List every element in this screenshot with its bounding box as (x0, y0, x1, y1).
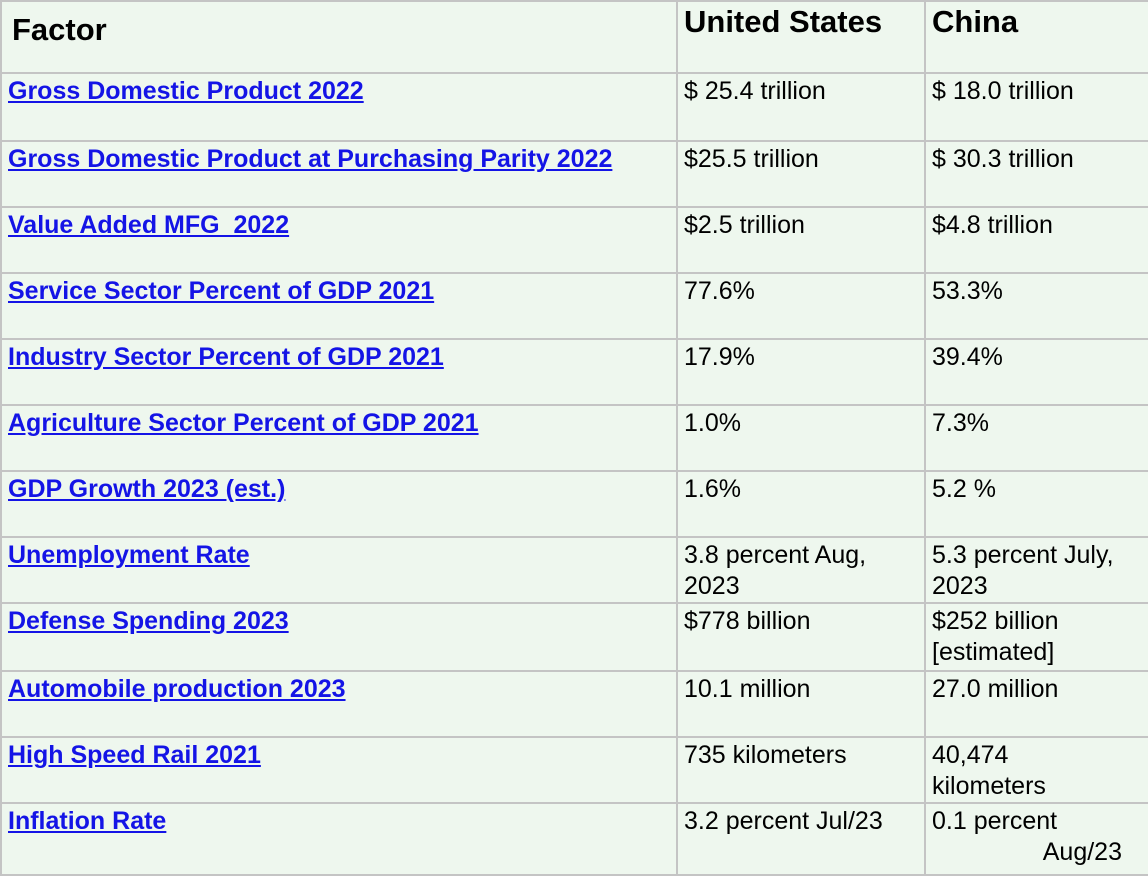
china-value: 53.3% (932, 277, 1003, 305)
us-cell: 17.9% (676, 338, 926, 406)
china-value-line2: [estimated] (932, 638, 1055, 666)
header-row: Factor United States China (0, 0, 1148, 74)
china-value: $ 30.3 trillion (932, 145, 1074, 173)
factor-cell: Inflation Rate (0, 802, 678, 876)
table-row: Gross Domestic Product 2022 $ 25.4 trill… (0, 72, 1148, 142)
us-cell: 3.8 percent Aug, 2023 (676, 536, 926, 604)
table-row: Unemployment Rate 3.8 percent Aug, 2023 … (0, 536, 1148, 604)
us-value: $25.5 trillion (684, 145, 819, 173)
table-row: High Speed Rail 2021 735 kilometers 40,4… (0, 736, 1148, 804)
china-value: $4.8 trillion (932, 211, 1053, 239)
china-cell: $252 billion [estimated] (924, 602, 1148, 672)
factor-link[interactable]: Automobile production 2023 (8, 675, 346, 703)
factor-cell: High Speed Rail 2021 (0, 736, 678, 804)
factor-link[interactable]: Inflation Rate (8, 807, 167, 835)
us-value: 735 kilometers (684, 741, 847, 769)
factor-link[interactable]: Gross Domestic Product at Purchasing Par… (8, 145, 613, 173)
china-cell: 40,474 kilometers (924, 736, 1148, 804)
us-cell: 1.6% (676, 470, 926, 538)
factor-cell: Industry Sector Percent of GDP 2021 (0, 338, 678, 406)
china-cell: $ 18.0 trillion (924, 72, 1148, 142)
us-value: 1.0% (684, 409, 741, 437)
us-cell: $778 billion (676, 602, 926, 672)
china-value-line2: kilometers (932, 772, 1046, 800)
us-value-line2: 2023 (684, 572, 740, 600)
us-cell: $25.5 trillion (676, 140, 926, 208)
china-cell: 5.3 percent July, 2023 (924, 536, 1148, 604)
factor-link[interactable]: High Speed Rail 2021 (8, 741, 261, 769)
factor-cell: Service Sector Percent of GDP 2021 (0, 272, 678, 340)
china-value-line1: 5.3 percent July, (932, 541, 1114, 569)
china-cell: 27.0 million (924, 670, 1148, 738)
us-value: 17.9% (684, 343, 755, 371)
china-cell: $ 30.3 trillion (924, 140, 1148, 208)
china-value-line1: $252 billion (932, 607, 1059, 635)
china-value: 7.3% (932, 409, 989, 437)
us-value-line1: 3.8 percent Aug, (684, 541, 867, 569)
us-value: $2.5 trillion (684, 211, 805, 239)
us-cell: 10.1 million (676, 670, 926, 738)
us-value: $ 25.4 trillion (684, 77, 826, 105)
china-value: 27.0 million (932, 675, 1059, 703)
us-cell: 3.2 percent Jul/23 (676, 802, 926, 876)
china-value: 39.4% (932, 343, 1003, 371)
us-value: 77.6% (684, 277, 755, 305)
factor-link[interactable]: Agriculture Sector Percent of GDP 2021 (8, 409, 479, 437)
china-cell: 7.3% (924, 404, 1148, 472)
header-china: China (924, 0, 1148, 74)
factor-cell: Agriculture Sector Percent of GDP 2021 (0, 404, 678, 472)
china-value: $ 18.0 trillion (932, 77, 1074, 105)
factor-cell: Gross Domestic Product 2022 (0, 72, 678, 142)
factor-link[interactable]: GDP Growth 2023 (est.) (8, 475, 286, 503)
us-value: 1.6% (684, 475, 741, 503)
factor-link[interactable]: Defense Spending 2023 (8, 607, 289, 635)
factor-cell: Value Added MFG 2022 (0, 206, 678, 274)
us-cell: 77.6% (676, 272, 926, 340)
china-value: 5.2 % (932, 475, 996, 503)
us-cell: 1.0% (676, 404, 926, 472)
header-united-states: United States (676, 0, 926, 74)
header-factor: Factor (0, 0, 678, 74)
factor-link[interactable]: Unemployment Rate (8, 541, 250, 569)
table-row: Inflation Rate 3.2 percent Jul/23 0.1 pe… (0, 802, 1148, 876)
factor-cell: Automobile production 2023 (0, 670, 678, 738)
china-cell: 39.4% (924, 338, 1148, 406)
factor-cell: Defense Spending 2023 (0, 602, 678, 672)
us-cell: 735 kilometers (676, 736, 926, 804)
china-value-line1: 40,474 (932, 741, 1009, 769)
table-row: Gross Domestic Product at Purchasing Par… (0, 140, 1148, 208)
table-row: Defense Spending 2023 $778 billion $252 … (0, 602, 1148, 672)
factor-cell: Gross Domestic Product at Purchasing Par… (0, 140, 678, 208)
table-row: Service Sector Percent of GDP 2021 77.6%… (0, 272, 1148, 340)
table-row: Agriculture Sector Percent of GDP 2021 1… (0, 404, 1148, 472)
china-cell: 5.2 % (924, 470, 1148, 538)
table-row: GDP Growth 2023 (est.) 1.6% 5.2 % (0, 470, 1148, 538)
table-row: Automobile production 2023 10.1 million … (0, 670, 1148, 738)
china-value-line1: 0.1 percent (932, 807, 1058, 835)
china-cell: 53.3% (924, 272, 1148, 340)
us-value: 3.2 percent Jul/23 (684, 807, 883, 835)
table-row: Value Added MFG 2022 $2.5 trillion $4.8 … (0, 206, 1148, 274)
factor-link[interactable]: Service Sector Percent of GDP 2021 (8, 277, 435, 305)
china-cell: 0.1 percent Aug/23 (924, 802, 1148, 876)
china-value-line2: 2023 (932, 572, 988, 600)
factor-cell: Unemployment Rate (0, 536, 678, 604)
us-value: 10.1 million (684, 675, 811, 703)
factor-cell: GDP Growth 2023 (est.) (0, 470, 678, 538)
factor-link[interactable]: Industry Sector Percent of GDP 2021 (8, 343, 444, 371)
us-cell: $ 25.4 trillion (676, 72, 926, 142)
factor-link[interactable]: Gross Domestic Product 2022 (8, 77, 364, 105)
us-cell: $2.5 trillion (676, 206, 926, 274)
table-row: Industry Sector Percent of GDP 2021 17.9… (0, 338, 1148, 406)
factor-link[interactable]: Value Added MFG 2022 (8, 211, 290, 239)
us-value: $778 billion (684, 607, 811, 635)
china-cell: $4.8 trillion (924, 206, 1148, 274)
